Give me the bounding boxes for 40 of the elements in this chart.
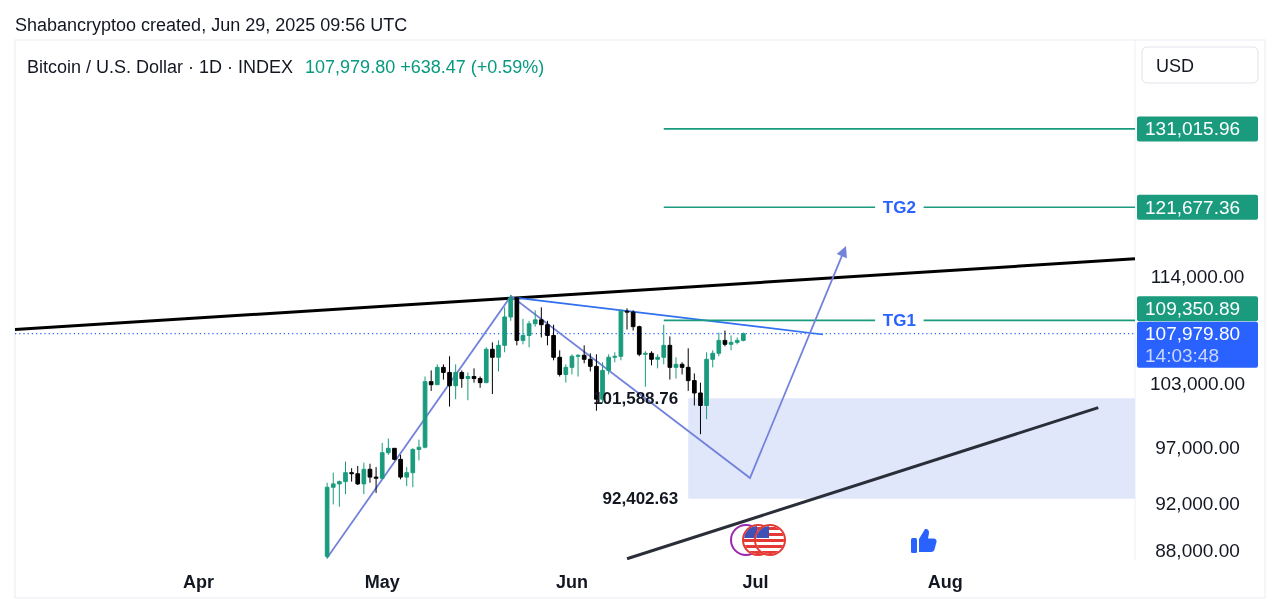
series-label: TG2 [882,197,916,217]
y-tick-label: 97,000.00 [1155,436,1240,458]
x-tick-label: Jul [742,572,769,592]
candlestick [428,369,434,392]
candlestick [649,350,654,366]
candlestick [643,350,648,388]
x-tick-label: Apr [183,572,215,592]
data-label: 131,015.96 [1145,118,1241,140]
candlestick [667,335,673,381]
candlestick [490,341,495,395]
x-tick-label: Jun [555,572,588,592]
text: 107,979.80 +638.47 (+0.59%) [305,57,545,77]
text: Bitcoin / U.S. Dollar · 1D · INDEX [27,57,294,77]
candlestick [367,463,373,484]
annotation: 92,402.63 [602,489,679,509]
candlestick [673,356,679,380]
candlestick [483,346,489,384]
candlestick [422,376,428,449]
candlestick [453,363,458,400]
y-tick-label: 114,000.00 [1150,265,1245,287]
ref-line-label: 107,979.80 [1145,323,1241,345]
candlestick [373,466,379,494]
y-tick-label: 88,000.00 [1155,539,1240,561]
data-label: 109,350.89 [1145,298,1241,320]
text: 14:03:48 [1145,345,1219,367]
x-tick-label: May [364,572,400,592]
y-tick-label: 103,000.00 [1149,373,1246,395]
y-tick-label: 92,000.00 [1155,492,1240,514]
candlestick [722,330,728,347]
series-label: TG1 [882,310,916,330]
candlestick [361,462,367,495]
candlestick [434,363,440,386]
text: Shabancryptoo created, Jun 29, 2025 09:56 UTC [15,15,408,35]
data-label: 121,677.36 [1145,196,1241,218]
candlestick [520,318,526,345]
candlestick [459,369,465,389]
candlestick [465,371,471,401]
x-tick-label: Aug [927,572,963,592]
candlestick [575,353,581,378]
text: USD [1156,55,1195,76]
